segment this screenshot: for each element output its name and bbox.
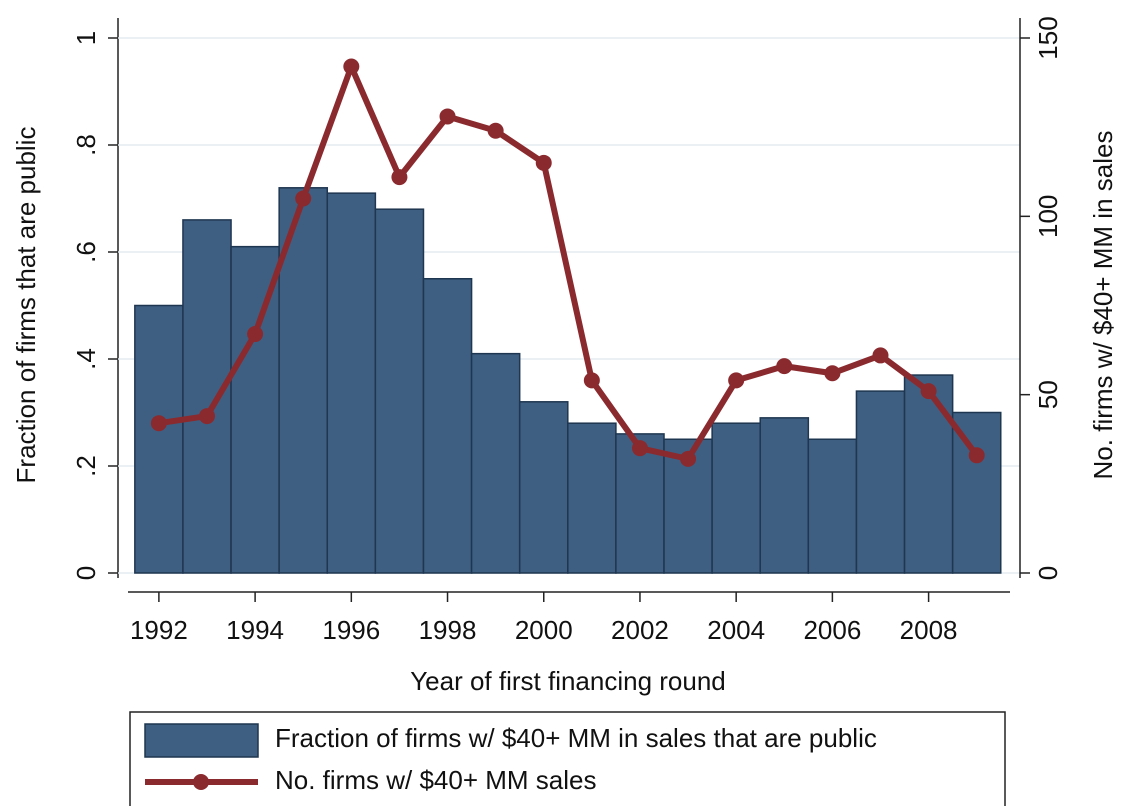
line-point — [920, 383, 937, 400]
y2-axis-label: No. firms w/ $40+ MM in sales — [1088, 131, 1118, 480]
line-point — [631, 440, 648, 457]
x-tick-label: 2004 — [707, 615, 765, 645]
legend-label: Fraction of firms w/ $40+ MM in sales th… — [275, 723, 877, 753]
x-tick-label: 1998 — [419, 615, 477, 645]
legend-box — [129, 711, 1006, 806]
y-tick-label: .6 — [71, 241, 101, 263]
bar — [134, 304, 184, 574]
line-point — [247, 326, 264, 343]
line-point — [583, 372, 600, 389]
line-point — [872, 347, 889, 364]
legend-swatch — [144, 723, 259, 758]
x-axis-label: Year of first financing round — [410, 666, 726, 696]
x-tick-label: 1994 — [226, 615, 284, 645]
line-point — [343, 58, 360, 75]
y2-tick-label: 100 — [1033, 195, 1063, 238]
y2-tick-label: 50 — [1033, 380, 1063, 409]
bar — [326, 192, 377, 574]
x-tick-label: 1996 — [322, 615, 380, 645]
x-tick-label: 1992 — [130, 615, 188, 645]
line-point — [776, 358, 793, 375]
bar — [182, 219, 232, 574]
line-point — [295, 190, 312, 207]
legend-swatch — [193, 774, 209, 790]
line-point — [728, 372, 745, 389]
line-point — [439, 108, 456, 125]
bar — [903, 374, 954, 574]
bar — [855, 390, 906, 574]
bar — [470, 352, 521, 574]
legend-label: No. firms w/ $40+ MM sales — [275, 765, 596, 795]
bar — [567, 422, 617, 574]
x-tick-label: 2002 — [611, 615, 669, 645]
line-point — [150, 415, 167, 432]
line-point — [487, 122, 504, 139]
x-tick-label: 2008 — [900, 615, 958, 645]
bar — [422, 278, 473, 574]
bar — [518, 401, 569, 574]
line-point — [824, 365, 841, 382]
x-tick-label: 2006 — [803, 615, 861, 645]
bar — [230, 245, 280, 574]
x-tick-label: 2000 — [515, 615, 573, 645]
line-point — [198, 408, 215, 425]
line-point — [391, 169, 408, 186]
bar — [374, 208, 425, 574]
bar — [759, 417, 810, 574]
y-axis-label: Fraction of firms that are public — [11, 127, 41, 484]
line — [158, 63, 980, 462]
bar — [807, 438, 858, 574]
bar — [615, 433, 665, 574]
y-tick-label: .4 — [71, 348, 101, 370]
y-tick-label: 0 — [71, 566, 101, 580]
y2-tick-label: 150 — [1033, 16, 1063, 59]
line-point — [680, 450, 697, 467]
y-tick-label: 1 — [71, 31, 101, 45]
bar — [951, 411, 1002, 574]
y-tick-label: .8 — [71, 134, 101, 156]
y-tick-label: .2 — [71, 455, 101, 477]
line-point — [968, 447, 985, 464]
line-point — [535, 154, 552, 171]
y2-tick-label: 0 — [1033, 566, 1063, 580]
bar — [711, 422, 761, 574]
